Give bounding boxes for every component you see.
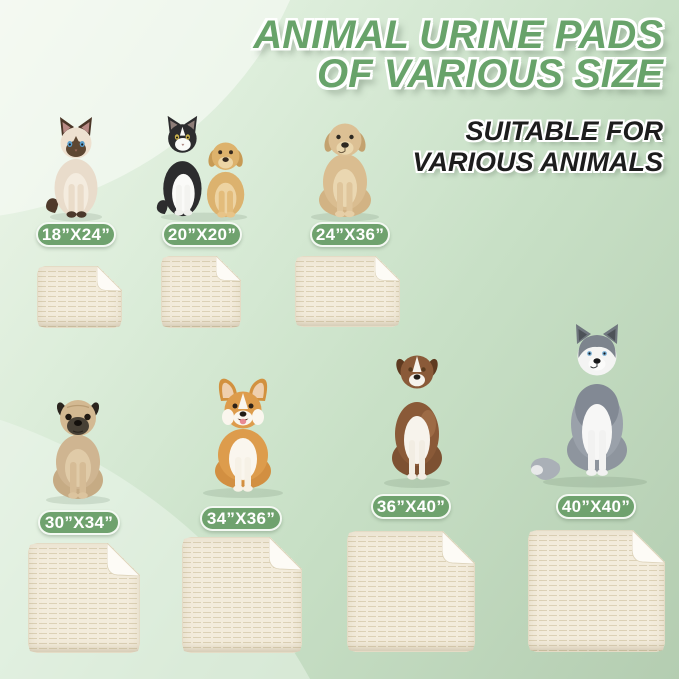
size-badge-40x40: 40”X40”: [556, 494, 636, 519]
title-line-1: ANIMAL URINE PADS: [253, 13, 663, 57]
folded-corner-icon: [375, 256, 400, 281]
page-title: ANIMAL URINE PADS OF VARIOUS SIZE: [253, 13, 663, 96]
title-line-2: OF VARIOUS SIZE: [317, 52, 663, 96]
page-subtitle: SUITABLE FOR VARIOUS ANIMALS: [412, 116, 663, 178]
size-badge-36x40: 36”X40”: [371, 494, 451, 519]
corgi-illustration: [203, 378, 283, 498]
pee-pad-24x36: [295, 256, 400, 327]
pee-pad-20x20: [161, 256, 241, 328]
folded-corner-icon: [107, 543, 140, 576]
subtitle-line-2: VARIOUS ANIMALS: [412, 147, 663, 177]
size-badge-34x36: 34”X36”: [200, 506, 282, 531]
folded-corner-icon: [632, 530, 665, 563]
size-badge-18x24: 18”X24”: [36, 222, 116, 247]
pee-pad-18x24: [37, 266, 122, 328]
tuxedo-cat-and-puppy-illustration: [156, 115, 248, 222]
siamese-cat-illustration: [46, 117, 102, 222]
labrador-dog-illustration: [311, 123, 379, 222]
size-badge-20x20: 20”X20”: [162, 222, 242, 247]
folded-corner-icon: [269, 537, 302, 570]
husky-illustration: [530, 324, 647, 488]
folded-corner-icon: [442, 531, 475, 564]
subtitle-line-1: SUITABLE FOR: [465, 116, 664, 146]
pee-pad-34x36: [182, 537, 302, 653]
pee-pad-40x40: [528, 530, 665, 652]
folded-corner-icon: [216, 256, 241, 281]
pee-pad-36x40: [347, 531, 475, 652]
folded-corner-icon: [97, 266, 122, 291]
pee-pad-30x34: [28, 543, 140, 653]
australian-shepherd-illustration: [384, 355, 450, 488]
size-badge-30x34: 30”X34”: [38, 510, 120, 535]
pug-illustration: [46, 400, 110, 505]
size-badge-24x36: 24”X36”: [310, 222, 390, 247]
